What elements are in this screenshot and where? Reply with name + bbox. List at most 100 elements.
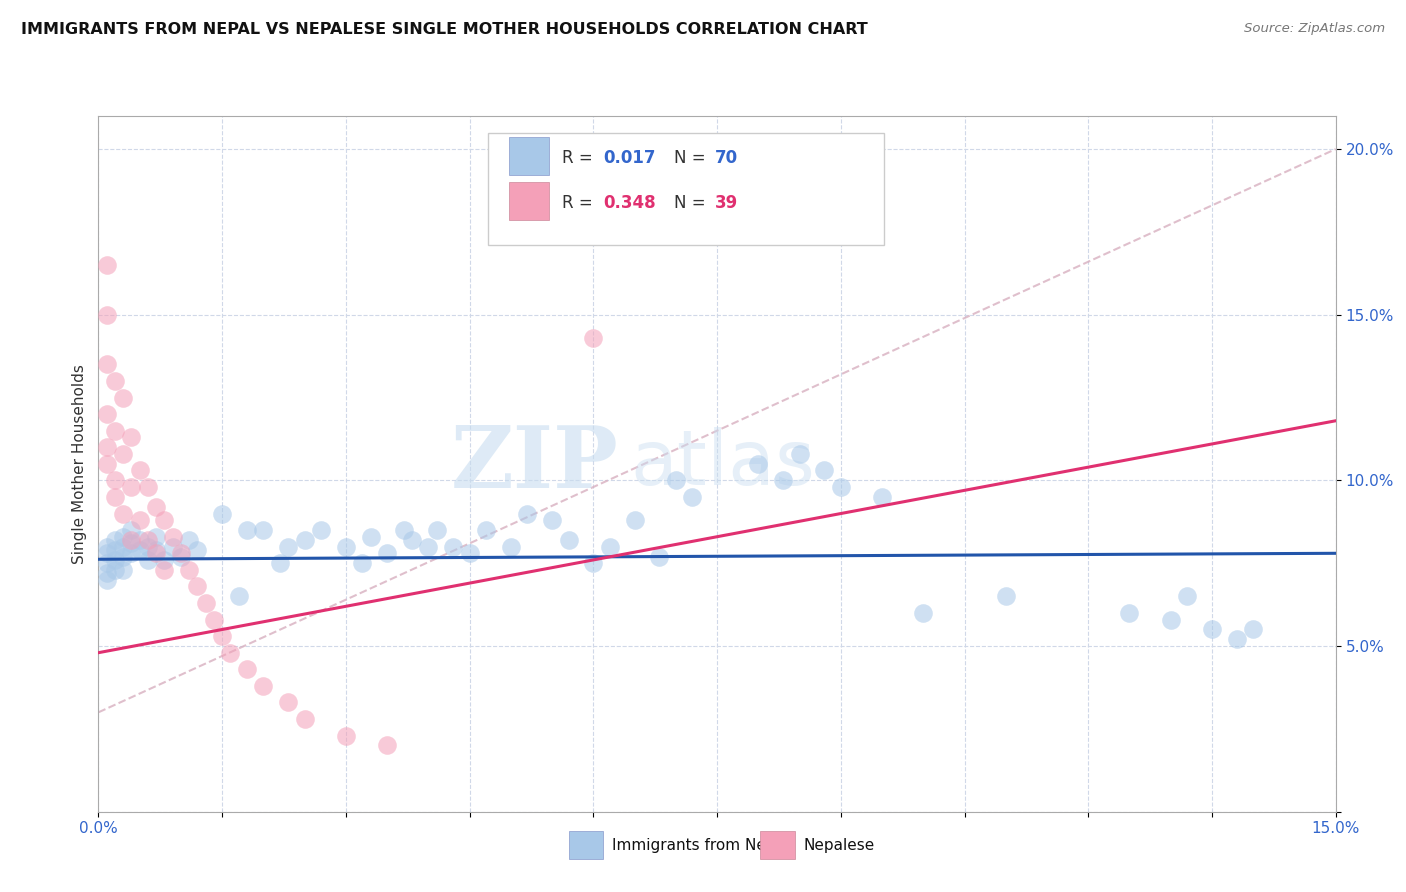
Point: [1175, 590, 1198, 604]
Point: [623, 513, 645, 527]
Text: 39: 39: [714, 194, 738, 212]
Point: [162, 530, 184, 544]
Point: [599, 540, 621, 554]
Point: [582, 331, 605, 345]
Point: [128, 533, 150, 547]
Point: [475, 523, 498, 537]
Point: [145, 543, 167, 558]
Point: [112, 530, 135, 544]
Text: R =: R =: [562, 149, 599, 167]
Point: [96, 573, 118, 587]
Point: [120, 536, 142, 550]
Point: [375, 739, 398, 753]
Point: [104, 533, 127, 547]
Point: [994, 590, 1017, 604]
Text: IMMIGRANTS FROM NEPAL VS NEPALESE SINGLE MOTHER HOUSEHOLDS CORRELATION CHART: IMMIGRANTS FROM NEPAL VS NEPALESE SINGLE…: [21, 22, 868, 37]
Text: atlas: atlas: [630, 427, 815, 500]
Point: [153, 553, 176, 567]
Point: [418, 540, 440, 554]
Point: [120, 546, 142, 560]
Text: Source: ZipAtlas.com: Source: ZipAtlas.com: [1244, 22, 1385, 36]
Text: R =: R =: [562, 194, 599, 212]
Point: [112, 563, 135, 577]
Point: [96, 556, 118, 570]
Point: [830, 480, 852, 494]
Point: [360, 530, 382, 544]
Point: [352, 556, 374, 570]
Point: [96, 258, 118, 272]
Point: [104, 543, 127, 558]
Point: [236, 662, 259, 676]
Point: [120, 480, 142, 494]
Point: [128, 543, 150, 558]
Text: Nepalese: Nepalese: [804, 838, 875, 853]
Point: [96, 407, 118, 421]
Point: [789, 447, 811, 461]
Point: [1118, 606, 1140, 620]
Point: [309, 523, 332, 537]
Point: [153, 513, 176, 527]
Point: [186, 579, 208, 593]
Point: [112, 549, 135, 564]
Point: [96, 440, 118, 454]
Point: [870, 490, 893, 504]
Point: [516, 507, 538, 521]
FancyBboxPatch shape: [488, 134, 884, 244]
Point: [813, 463, 835, 477]
Text: 0.017: 0.017: [603, 149, 655, 167]
Point: [202, 613, 225, 627]
Text: ZIP: ZIP: [450, 422, 619, 506]
Point: [104, 553, 127, 567]
Point: [458, 546, 481, 560]
Point: [145, 500, 167, 514]
Point: [104, 490, 127, 504]
Point: [335, 729, 357, 743]
Point: [170, 549, 193, 564]
Point: [96, 566, 118, 581]
Bar: [509, 136, 548, 175]
Point: [104, 424, 127, 438]
Point: [128, 513, 150, 527]
Point: [112, 391, 135, 405]
Bar: [509, 182, 548, 220]
Point: [179, 533, 201, 547]
Point: [104, 563, 127, 577]
Point: [426, 523, 449, 537]
Point: [136, 540, 159, 554]
Point: [96, 546, 118, 560]
Point: [153, 563, 176, 577]
Point: [120, 533, 142, 547]
Y-axis label: Single Mother Households: Single Mother Households: [72, 364, 87, 564]
Point: [128, 463, 150, 477]
Point: [1160, 613, 1182, 627]
Point: [104, 374, 127, 388]
Point: [112, 540, 135, 554]
Point: [541, 513, 564, 527]
Point: [441, 540, 464, 554]
Point: [136, 480, 159, 494]
Point: [252, 679, 274, 693]
Point: [120, 430, 142, 444]
Point: [211, 507, 233, 521]
Point: [186, 543, 208, 558]
Point: [401, 533, 423, 547]
Bar: [568, 831, 603, 859]
Bar: [761, 831, 794, 859]
Point: [120, 523, 142, 537]
Point: [136, 533, 159, 547]
Point: [648, 549, 671, 564]
Point: [1201, 623, 1223, 637]
Point: [912, 606, 935, 620]
Point: [747, 457, 769, 471]
Point: [136, 553, 159, 567]
Point: [162, 540, 184, 554]
Point: [96, 540, 118, 554]
Point: [145, 530, 167, 544]
Point: [269, 556, 291, 570]
Point: [294, 533, 316, 547]
Point: [194, 596, 217, 610]
Point: [582, 556, 605, 570]
Point: [236, 523, 259, 537]
Point: [277, 695, 299, 709]
Point: [179, 563, 201, 577]
